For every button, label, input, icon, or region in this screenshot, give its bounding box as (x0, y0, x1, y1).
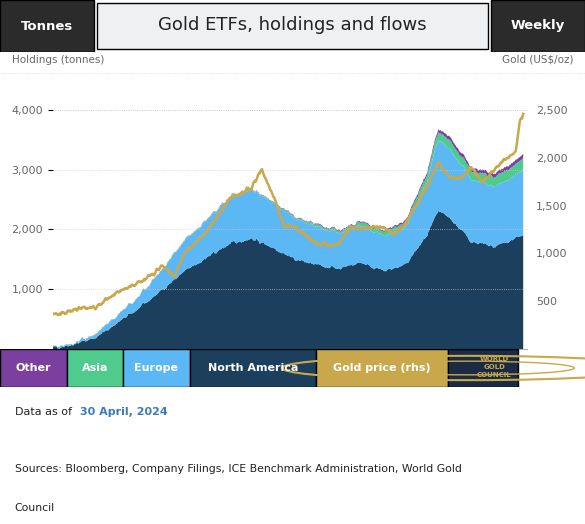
Text: Gold ETFs, holdings and flows: Gold ETFs, holdings and flows (158, 16, 427, 34)
FancyBboxPatch shape (123, 349, 190, 387)
FancyBboxPatch shape (0, 0, 94, 52)
FancyBboxPatch shape (448, 349, 518, 387)
Text: WORLD
GOLD
COUNCIL: WORLD GOLD COUNCIL (477, 356, 511, 378)
Text: Gold (US$/oz): Gold (US$/oz) (502, 54, 573, 64)
Text: Weekly: Weekly (511, 19, 565, 32)
FancyBboxPatch shape (316, 349, 448, 387)
Text: Gold price (rhs): Gold price (rhs) (333, 363, 431, 373)
Text: Holdings (tonnes): Holdings (tonnes) (12, 54, 104, 64)
Text: North America: North America (208, 363, 298, 373)
Text: Data as of: Data as of (15, 407, 75, 417)
FancyBboxPatch shape (491, 0, 585, 52)
FancyBboxPatch shape (97, 3, 488, 49)
Text: Council: Council (15, 503, 55, 512)
Text: Sources: Bloomberg, Company Filings, ICE Benchmark Administration, World Gold: Sources: Bloomberg, Company Filings, ICE… (15, 464, 462, 474)
Text: Europe: Europe (135, 363, 178, 373)
FancyBboxPatch shape (190, 349, 316, 387)
FancyBboxPatch shape (67, 349, 123, 387)
Text: 30 April, 2024: 30 April, 2024 (80, 407, 168, 417)
Text: Asia: Asia (82, 363, 108, 373)
FancyBboxPatch shape (0, 349, 67, 387)
Text: Other: Other (16, 363, 51, 373)
Text: Tonnes: Tonnes (20, 19, 73, 32)
